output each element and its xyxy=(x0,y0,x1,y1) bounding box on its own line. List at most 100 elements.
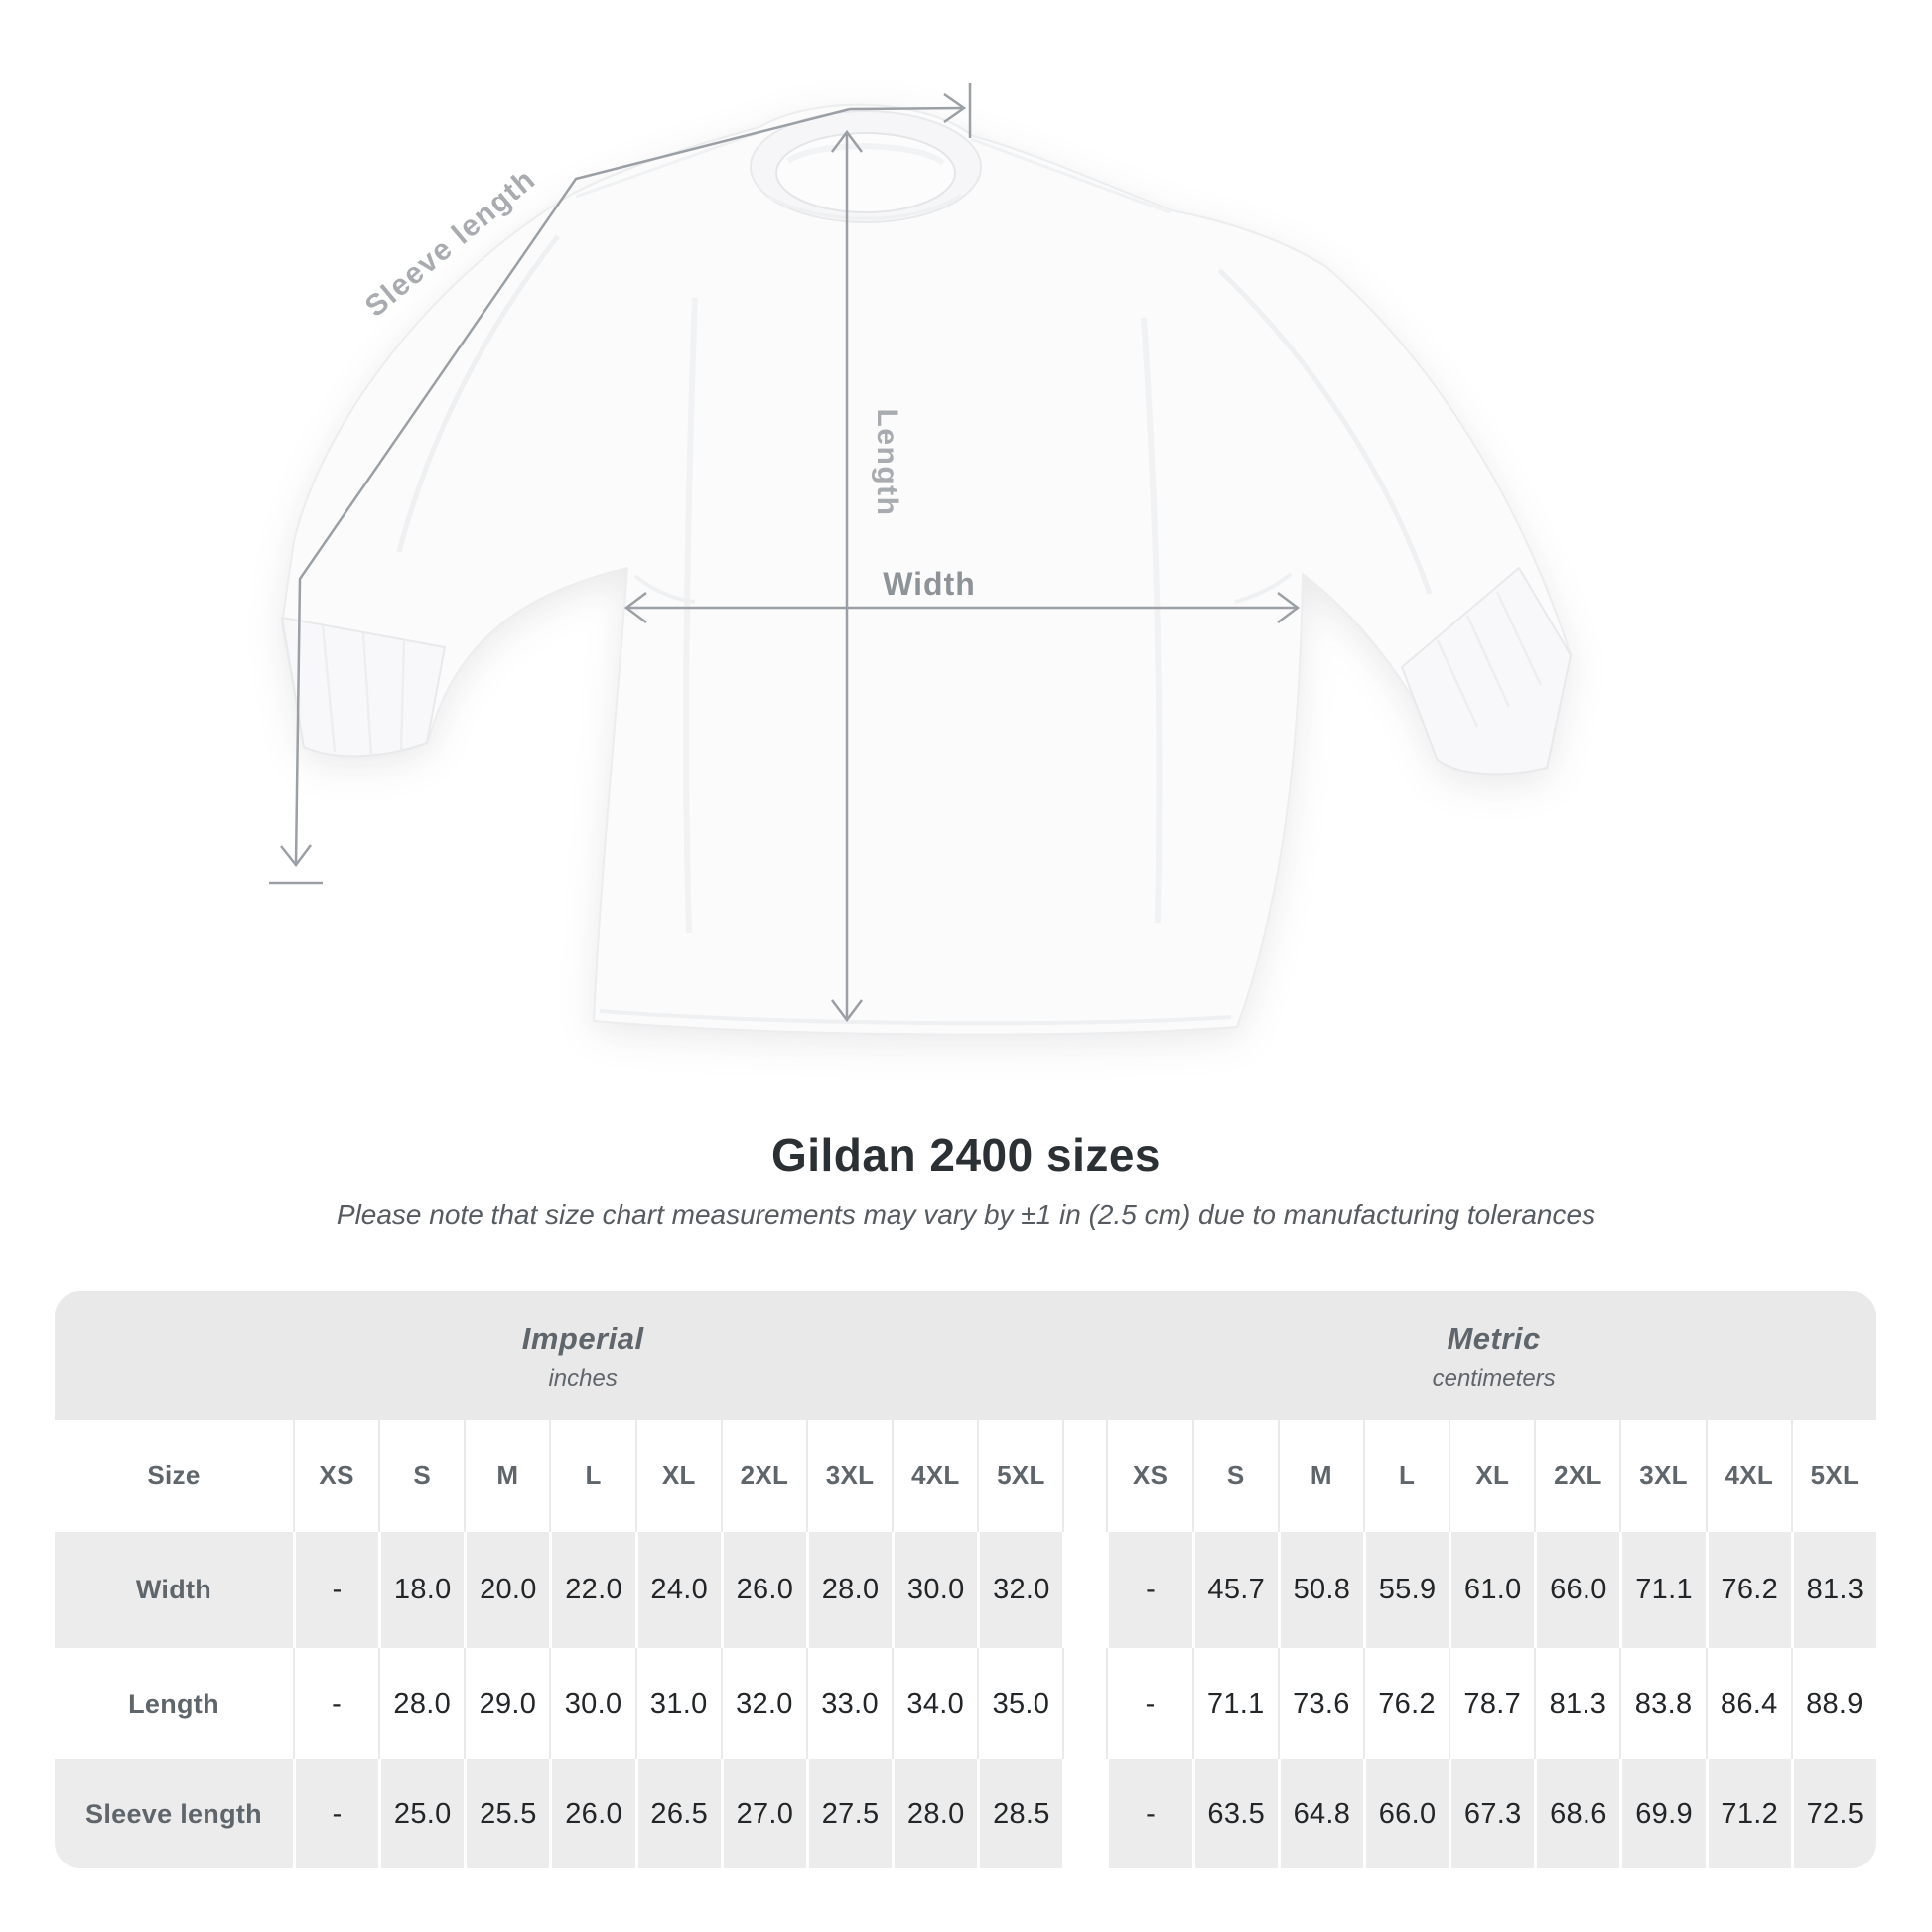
size-header-row: Size XS S M L XL 2XL 3XL 4XL 5XL XS S M L XL 2XL 3XL 4XL 5… xyxy=(55,1420,1876,1532)
table-row-length-metric-6: 83.8 xyxy=(1619,1648,1705,1759)
table-row-length-half-divider xyxy=(1062,1648,1107,1759)
table-row-width-metric-0: - xyxy=(1106,1532,1191,1648)
size-header-row-imperial-5: 2XL xyxy=(720,1420,806,1532)
right-armpit-shadow xyxy=(1234,572,1293,604)
size-table: Imperial inches Metric centimeters Size X… xyxy=(55,1291,1876,1868)
table-row-width-metric-8: 81.3 xyxy=(1790,1532,1876,1648)
size-header-row-imperial-6: 3XL xyxy=(805,1420,892,1532)
size-header-row-label: Size xyxy=(147,1460,201,1490)
table-row-width-metric-1: 45.7 xyxy=(1191,1532,1278,1648)
table-row-sleeve-length-imperial-2: 25.5 xyxy=(464,1759,549,1868)
collar-seam xyxy=(768,193,962,220)
page-title: Gildan 2400 sizes xyxy=(770,1129,1162,1180)
metric-group-unit: centimeters xyxy=(1432,1365,1556,1392)
table-row-length-label: Length xyxy=(128,1688,219,1719)
left-sleeve-fold xyxy=(396,234,560,553)
collar-inner-shadow xyxy=(786,143,945,166)
table-row-length-metric-1: 71.1 xyxy=(1191,1648,1278,1759)
table-row-length-imperial-2: 29.0 xyxy=(464,1648,549,1759)
size-header-row-metric-5: 2XL xyxy=(1534,1420,1619,1532)
table-row-length-imperial-5: 32.0 xyxy=(720,1648,806,1759)
title-block: Gildan 2400 sizes Please note that size … xyxy=(0,1128,1932,1231)
size-header-row-metric-6: 3XL xyxy=(1619,1420,1705,1532)
table-row-length-imperial-0: - xyxy=(293,1648,378,1759)
table-row-length-metric-2: 73.6 xyxy=(1277,1648,1363,1759)
right-cuff xyxy=(1401,567,1572,776)
right-sleeve-fold xyxy=(1217,268,1433,595)
imperial-group-label: Imperial xyxy=(521,1321,644,1356)
size-header-row-imperial-1: S xyxy=(378,1420,464,1532)
sleeve-length-arrow-right xyxy=(943,92,967,124)
shirt-body xyxy=(281,103,1572,1035)
table-row-length-imperial-6: 33.0 xyxy=(805,1648,892,1759)
long-sleeve-shirt-illustration xyxy=(281,103,1572,1035)
size-header-row-imperial-3: L xyxy=(549,1420,634,1532)
table-row-width: Width -18.0 20.0 22.0 24.0 26.0 28.0 30.0 32.0-4… xyxy=(55,1532,1876,1648)
imperial-group-unit: inches xyxy=(548,1365,618,1392)
table-row-sleeve-length-imperial-5: 27.0 xyxy=(720,1759,806,1868)
table-row-sleeve-length-metric-5: 68.6 xyxy=(1534,1759,1619,1868)
metric-group-label: Metric xyxy=(1447,1321,1541,1356)
sleeve-length-line xyxy=(294,107,851,865)
body-fold-right xyxy=(1141,317,1163,924)
size-header-row-imperial-8: 5XL xyxy=(977,1420,1062,1532)
table-row-sleeve-length-metric-0: - xyxy=(1106,1759,1191,1868)
table-row-sleeve-length-imperial-7: 28.0 xyxy=(892,1759,977,1868)
table-row-width-metric-7: 76.2 xyxy=(1705,1532,1791,1648)
left-armpit-shadow xyxy=(633,574,696,604)
right-shoulder-seam xyxy=(970,137,1171,214)
size-table-rows: Size XS S M L XL 2XL 3XL 4XL 5XL XS S M L XL 2XL 3XL 4XL 5… xyxy=(55,1420,1876,1868)
table-row-sleeve-length-metric-2: 64.8 xyxy=(1277,1759,1363,1868)
width-label: Width xyxy=(883,566,976,602)
table-row-sleeve-length-imperial-0: - xyxy=(293,1759,378,1868)
table-row-length-imperial-1: 28.0 xyxy=(378,1648,464,1759)
metric-group-header: Metric centimeters xyxy=(1111,1291,1876,1420)
table-row-width-metric-4: 61.0 xyxy=(1449,1532,1534,1648)
table-row-length-metric-7: 86.4 xyxy=(1705,1648,1791,1759)
table-row-width-imperial-1: 18.0 xyxy=(378,1532,464,1648)
table-row-sleeve-length-imperial-1: 25.0 xyxy=(378,1759,464,1868)
size-header-row-imperial-0: XS xyxy=(293,1420,378,1532)
size-header-row-metric-4: XL xyxy=(1449,1420,1534,1532)
size-header-row-metric-3: L xyxy=(1362,1420,1449,1532)
size-header-row-imperial-4: XL xyxy=(634,1420,721,1532)
table-row-width-imperial-2: 20.0 xyxy=(464,1532,549,1648)
table-row-length-imperial-4: 31.0 xyxy=(634,1648,721,1759)
table-row-length-metric-8: 88.9 xyxy=(1790,1648,1876,1759)
table-row-width-imperial-8: 32.0 xyxy=(977,1532,1062,1648)
imperial-group-header: Imperial inches xyxy=(55,1291,1111,1420)
measurement-lines xyxy=(269,83,1301,1023)
table-row-width-imperial-4: 24.0 xyxy=(634,1532,721,1648)
size-header-row-imperial-2: M xyxy=(464,1420,549,1532)
right-cuff-ribs xyxy=(1436,591,1543,728)
table-row-length-metric-0: - xyxy=(1106,1648,1191,1759)
table-row-width-metric-5: 66.0 xyxy=(1534,1532,1619,1648)
table-row-length-imperial-3: 30.0 xyxy=(549,1648,634,1759)
length-arrow-bottom xyxy=(831,999,863,1023)
table-row-length-imperial-7: 34.0 xyxy=(892,1648,977,1759)
table-row-sleeve-length-label: Sleeve length xyxy=(85,1798,262,1829)
table-row-sleeve-length-imperial-4: 26.5 xyxy=(634,1759,721,1868)
body-fold-left xyxy=(683,297,698,934)
table-row-sleeve-length-imperial-6: 27.5 xyxy=(805,1759,892,1868)
table-row-sleeve-length-metric-1: 63.5 xyxy=(1191,1759,1278,1868)
hem-shadow xyxy=(599,1009,1232,1026)
sleeve-length-line-top xyxy=(849,106,965,111)
table-row-width-label: Width xyxy=(135,1575,212,1604)
table-row-sleeve-length-metric-7: 71.2 xyxy=(1705,1759,1791,1868)
table-row-sleeve-length: Sleeve length -25.0 25.5 26.0 26.5 27.0 27.5 28… xyxy=(55,1759,1876,1868)
size-header-row-imperial-7: 4XL xyxy=(892,1420,977,1532)
table-row-sleeve-length-metric-8: 72.5 xyxy=(1790,1759,1876,1868)
table-row-width-imperial-6: 28.0 xyxy=(805,1532,892,1648)
table-row-width-metric-3: 55.9 xyxy=(1362,1532,1449,1648)
tolerance-note: Please note that size chart measurements… xyxy=(336,1199,1596,1230)
length-arrow-top xyxy=(831,129,863,153)
table-row-width-imperial-7: 30.0 xyxy=(892,1532,977,1648)
table-row-width-half-divider xyxy=(1062,1532,1107,1648)
width-arrow-right xyxy=(1277,592,1301,623)
size-header-row-metric-7: 4XL xyxy=(1705,1420,1791,1532)
table-row-sleeve-length-imperial-8: 28.5 xyxy=(977,1759,1062,1868)
table-row-sleeve-length-imperial-3: 26.0 xyxy=(549,1759,634,1868)
width-arrow-left xyxy=(623,592,647,623)
